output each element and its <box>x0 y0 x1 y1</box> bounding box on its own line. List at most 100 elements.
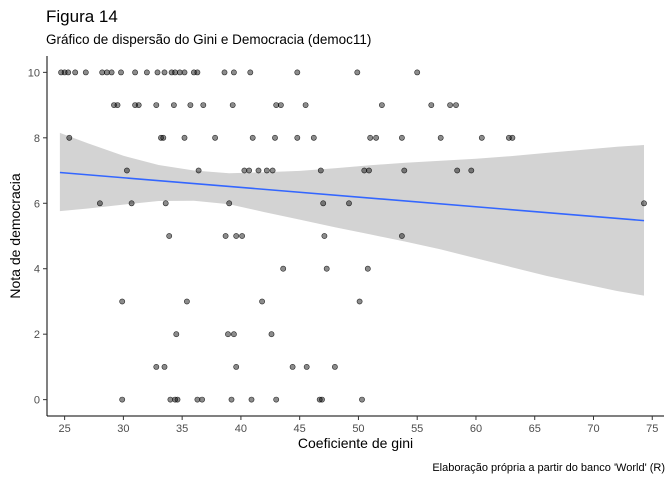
data-point <box>229 102 236 108</box>
data-points <box>58 69 647 403</box>
data-point <box>273 396 280 403</box>
data-point <box>118 69 124 76</box>
data-point <box>161 363 168 370</box>
data-point <box>128 200 135 207</box>
data-point <box>310 134 317 141</box>
data-point <box>280 265 287 272</box>
x-tick-label: 75 <box>646 423 658 435</box>
data-point <box>269 167 276 174</box>
plot-area <box>58 69 647 403</box>
data-point <box>272 134 278 141</box>
data-point <box>356 298 363 305</box>
data-point <box>319 396 325 403</box>
y-axis-title: Nota de democracia <box>7 173 23 299</box>
data-point <box>428 102 435 108</box>
chart-caption: Elaboração própria a partir do banco 'Wo… <box>432 462 665 474</box>
data-point <box>354 69 361 76</box>
data-point <box>320 200 327 207</box>
data-point <box>162 200 169 207</box>
data-point <box>160 134 167 141</box>
data-point <box>99 69 106 76</box>
data-point <box>641 200 647 207</box>
data-point <box>249 134 256 141</box>
data-point <box>65 69 72 76</box>
data-point <box>346 200 352 207</box>
y-tick-label: 4 <box>34 264 40 276</box>
data-point <box>454 167 461 174</box>
data-point <box>82 69 89 76</box>
data-point <box>230 331 237 338</box>
data-point <box>468 167 475 174</box>
data-point <box>366 167 372 174</box>
data-point <box>230 69 237 76</box>
data-point <box>119 298 126 305</box>
data-point <box>294 134 301 141</box>
data-point <box>509 134 516 141</box>
data-point <box>153 102 160 108</box>
x-axis-ticks: 25 30 35 40 45 50 55 60 65 70 75 <box>59 416 658 435</box>
data-point <box>373 134 379 141</box>
data-point <box>195 167 202 174</box>
data-point <box>289 363 296 370</box>
data-point <box>97 200 103 207</box>
data-point <box>323 265 330 272</box>
data-point <box>259 298 265 305</box>
data-point <box>378 102 385 108</box>
data-point <box>181 69 188 76</box>
data-point <box>153 363 160 370</box>
data-point <box>228 396 235 403</box>
data-point <box>114 102 121 108</box>
data-point <box>154 69 161 76</box>
data-point <box>166 233 173 239</box>
y-tick-label: 8 <box>34 133 40 145</box>
data-point <box>364 265 371 272</box>
data-point <box>72 69 79 76</box>
data-point <box>317 167 324 174</box>
data-point <box>453 102 459 108</box>
data-point <box>172 69 178 76</box>
x-tick-label: 40 <box>235 423 247 435</box>
data-point <box>194 69 201 76</box>
data-point <box>194 396 201 403</box>
data-point <box>268 331 275 338</box>
data-point <box>414 69 421 76</box>
data-point <box>367 134 374 141</box>
data-point <box>398 134 405 141</box>
x-tick-label: 30 <box>117 423 129 435</box>
data-point <box>255 167 262 174</box>
data-point <box>273 102 280 108</box>
y-axis-ticks: 0 2 4 6 8 10 <box>28 67 47 407</box>
x-tick-label: 60 <box>470 423 482 435</box>
data-point <box>361 167 368 174</box>
data-point <box>302 102 309 108</box>
chart-subtitle: Gráfico de dispersão do Gini e Democraci… <box>46 32 371 47</box>
regression-line <box>59 171 645 222</box>
x-axis-title: Coeficiente de gini <box>298 435 413 451</box>
data-point <box>167 396 174 403</box>
confidence-band <box>59 132 644 296</box>
data-point <box>222 233 229 239</box>
x-tick-label: 50 <box>352 423 364 435</box>
data-point <box>247 69 254 76</box>
data-point <box>66 134 73 141</box>
data-point <box>246 167 252 174</box>
data-point <box>187 102 194 108</box>
data-point <box>241 167 248 174</box>
data-point <box>277 102 284 108</box>
data-point <box>248 396 255 403</box>
y-tick-label: 0 <box>34 395 40 407</box>
data-point <box>478 134 485 141</box>
data-point <box>221 69 228 76</box>
data-point <box>303 363 310 370</box>
x-tick-label: 70 <box>587 423 599 435</box>
data-point <box>212 134 218 141</box>
data-point <box>183 298 190 305</box>
data-point <box>331 363 338 370</box>
data-point <box>200 102 207 108</box>
data-point <box>447 102 453 108</box>
x-tick-label: 35 <box>176 423 188 435</box>
data-point <box>119 396 126 403</box>
data-point <box>181 134 188 141</box>
data-point <box>199 396 205 403</box>
